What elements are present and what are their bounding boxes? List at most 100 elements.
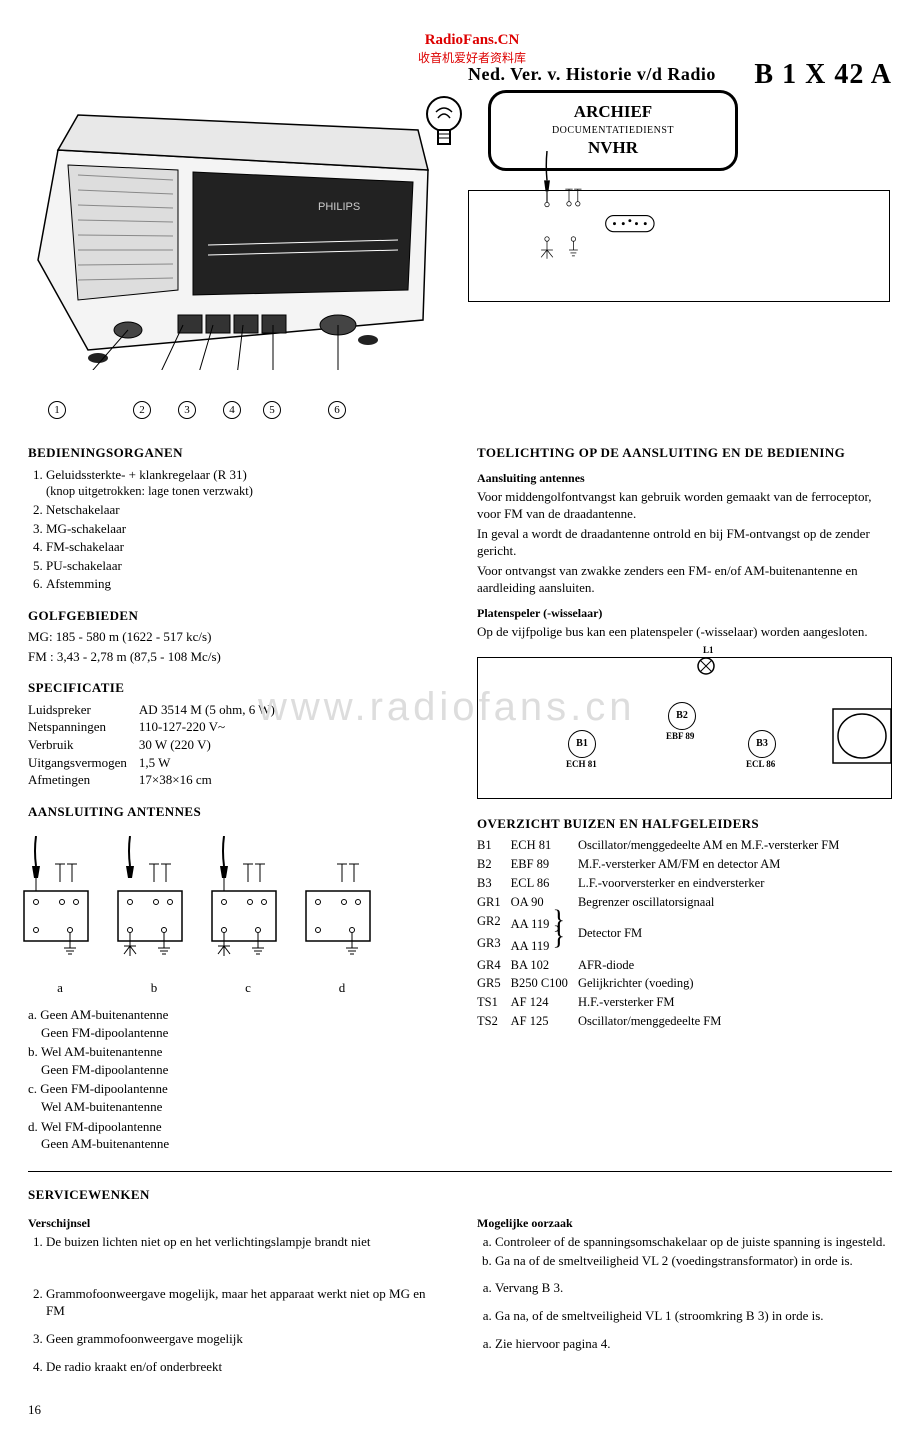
legend-line: Geen AM-buitenantenne <box>40 1007 168 1022</box>
spec-val: 17×38×16 cm <box>139 771 287 789</box>
tube-type: AF 124 <box>511 993 578 1012</box>
tube-b3-type: ECL 86 <box>746 758 775 770</box>
control-item: Netschakelaar <box>46 501 443 519</box>
tube-func: L.F.-voorversterker en eindversterker <box>578 874 849 893</box>
control-note: (knop uitgetrokken: lage tonen verzwakt) <box>46 483 443 500</box>
spec-key: Luidspreker <box>28 701 139 719</box>
tube-ref: GR4 <box>477 956 511 975</box>
lamp-label: L1 <box>703 644 714 656</box>
cause-item: Ga na, of de smeltveiligheid VL 1 (stroo… <box>495 1307 892 1325</box>
main-content: www.radiofans.cn BEDIENINGSORGANEN Gelui… <box>28 430 892 1155</box>
tube-type: BA 102 <box>511 956 578 975</box>
tube-ref: B3 <box>477 874 511 893</box>
symptom-item: Geen grammofoonweergave mogelijk <box>46 1330 443 1348</box>
para: In geval a wordt de draadantenne ontrold… <box>477 525 892 560</box>
cause-item: Ga na of de smeltveiligheid VL 2 (voedin… <box>495 1252 892 1270</box>
tube-ref: TS2 <box>477 1012 511 1031</box>
archive-sub: DOCUMENTATIEDIENST <box>503 124 723 138</box>
tube-func: Gelijkrichter (voeding) <box>578 974 849 993</box>
antenna-label: d <box>310 979 374 997</box>
symptom-item: De radio kraakt en/of onderbreekt <box>46 1358 443 1376</box>
controls-list: Geluidssterkte- + klankregelaar (R 31) (… <box>46 466 443 593</box>
tube-func: M.F.-versterker AM/FM en detector AM <box>578 855 849 874</box>
antenna-config-a: a <box>28 836 92 996</box>
antenna-legend: a. Geen AM-buitenantenne Geen FM-dipoola… <box>28 1006 443 1152</box>
tube-func: Oscillator/menggedeelte FM <box>578 1012 849 1031</box>
section-toelichting: TOELICHTING OP DE AANSLUITING EN DE BEDI… <box>477 444 892 462</box>
spec-val: 30 W (220 V) <box>139 736 287 754</box>
legend-line: Geen FM-dipoolantenne <box>41 1062 168 1077</box>
callout-3: 3 <box>178 401 196 419</box>
tube-b1: B1 <box>568 730 596 758</box>
tube-ref: GR2 <box>477 912 511 934</box>
tube-ref: TS1 <box>477 993 511 1012</box>
left-column: BEDIENINGSORGANEN Geluidssterkte- + klan… <box>28 430 443 1155</box>
sub-aansluiting-antennes: Aansluiting antennes <box>477 470 892 486</box>
tube-ref: B1 <box>477 836 511 855</box>
callout-1: 1 <box>48 401 66 419</box>
symptom-item: De buizen lichten niet op en het verlich… <box>46 1233 443 1251</box>
tube-type: B250 C100 <box>511 974 578 993</box>
legend-line: Geen AM-buitenantenne <box>41 1136 169 1151</box>
antenna-label: a <box>28 979 92 997</box>
tube-b1-type: ECH 81 <box>566 758 597 770</box>
antenna-config-b: b <box>122 836 186 996</box>
section-bedieningsorganen: BEDIENINGSORGANEN <box>28 444 443 462</box>
society-title: Ned. Ver. v. Historie v/d Radio <box>468 62 716 86</box>
tube-ref: GR1 <box>477 893 511 912</box>
tube-ref: GR5 <box>477 974 511 993</box>
tube-type: EBF 89 <box>511 855 578 874</box>
col-verschijnsel: Verschijnsel <box>28 1215 443 1231</box>
page-header: RadioFans.CN 收音机爱好者资料库 Ned. Ver. v. Hist… <box>28 30 892 90</box>
section-aansluiting: AANSLUITING ANTENNES <box>28 803 443 821</box>
cause-item: Zie hiervoor pagina 4. <box>495 1335 892 1353</box>
spec-val: 1,5 W <box>139 754 287 772</box>
callout-5: 5 <box>263 401 281 419</box>
col-oorzaak: Mogelijke oorzaak <box>477 1215 892 1231</box>
antenna-label: b <box>122 979 186 997</box>
tube-b2: B2 <box>668 702 696 730</box>
cause-list-4: Zie hiervoor pagina 4. <box>495 1335 892 1353</box>
tube-b2-type: EBF 89 <box>666 730 694 742</box>
section-golfgebieden: GOLFGEBIEDEN <box>28 607 443 625</box>
control-item: FM-schakelaar <box>46 538 443 556</box>
callout-4: 4 <box>223 401 241 419</box>
legend-line: Wel AM-buitenantenne <box>41 1044 162 1059</box>
spec-val: 110-127-220 V~ <box>139 718 287 736</box>
rear-panel-diagram <box>468 190 890 302</box>
cause-item: Vervang B 3. <box>495 1279 892 1297</box>
bulb-icon <box>424 94 464 150</box>
band-fm: FM : 3,43 - 2,78 m (87,5 - 108 Mc/s) <box>28 648 443 666</box>
legend-line: Wel FM-dipoolantenne <box>41 1119 162 1134</box>
antenna-label: c <box>216 979 280 997</box>
tube-ref: B2 <box>477 855 511 874</box>
top-illustrations: PHILIPS 1 2 3 4 5 6 <box>28 90 892 370</box>
tube-type: AA 119 <box>511 917 550 931</box>
tube-layout-diagram: L1 B1 ECH 81 B2 EBF 89 B3 ECL 86 <box>477 657 892 799</box>
spec-table: LuidsprekerAD 3514 M (5 ohm, 6 W) Netspa… <box>28 701 287 789</box>
cause-list-3: Ga na, of de smeltveiligheid VL 1 (stroo… <box>495 1307 892 1325</box>
cause-item: Controleer of de spanningsomschakelaar o… <box>495 1233 892 1251</box>
antenna-config-c: c <box>216 836 280 996</box>
tube-func: Oscillator/menggedeelte AM en M.F.-verst… <box>578 836 849 855</box>
tube-type: ECH 81 <box>511 836 578 855</box>
spec-key: Uitgangsvermogen <box>28 754 139 772</box>
tube-func: H.F.-versterker FM <box>578 993 849 1012</box>
spec-key: Verbruik <box>28 736 139 754</box>
page-number: 16 <box>28 1401 892 1419</box>
divider <box>28 1171 892 1172</box>
legend-line: Geen FM-dipoolantenne <box>41 1025 168 1040</box>
spec-key: Netspanningen <box>28 718 139 736</box>
section-overzicht: OVERZICHT BUIZEN EN HALFGELEIDERS <box>477 815 892 833</box>
watermark-site: RadioFans.CN <box>418 30 526 50</box>
tube-b3: B3 <box>748 730 776 758</box>
tube-type: AA 119 <box>511 939 550 953</box>
tube-ref: GR3 <box>477 934 511 956</box>
antenna-diagrams: a b <box>28 836 443 996</box>
service-table: Verschijnsel De buizen lichten niet op e… <box>28 1207 892 1381</box>
section-specificatie: SPECIFICATIE <box>28 679 443 697</box>
tube-func: AFR-diode <box>578 956 849 975</box>
band-mg: MG: 185 - 580 m (1622 - 517 kc/s) <box>28 628 443 646</box>
legend-line: Geen FM-dipoolantenne <box>40 1081 167 1096</box>
symptom-item: Grammofoonweergave mogelijk, maar het ap… <box>46 1285 443 1320</box>
